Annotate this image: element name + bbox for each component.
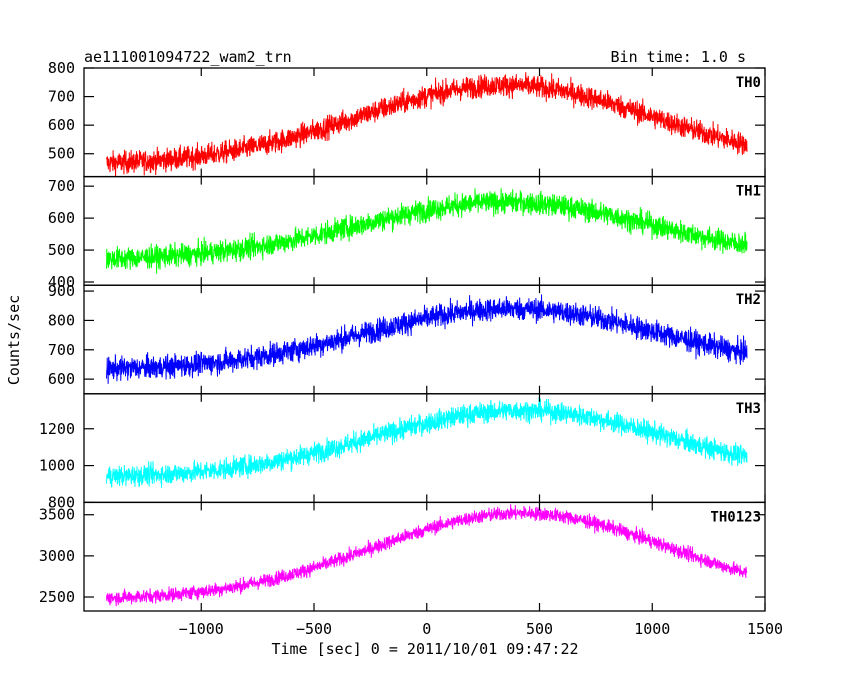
x-tick-label: 0 <box>422 620 431 638</box>
y-tick-label: 900 <box>48 282 75 300</box>
series-line-th1 <box>106 188 748 274</box>
y-tick-label: 2500 <box>39 588 75 606</box>
y-tick-label: 700 <box>48 341 75 359</box>
x-tick-label: 500 <box>526 620 553 638</box>
panel-label-th2: TH2 <box>736 292 761 308</box>
panel-label-th1: TH1 <box>736 184 761 200</box>
series-line-th0123 <box>106 504 748 607</box>
panel-label-th0: TH0 <box>736 75 761 91</box>
y-tick-label: 600 <box>48 370 75 388</box>
x-tick-label: 1500 <box>747 620 783 638</box>
y-tick-label: 400 <box>48 273 75 291</box>
y-tick-label: 3500 <box>39 506 75 524</box>
bin-time-label: Bin time: 1.0 s <box>611 48 746 66</box>
y-tick-label: 800 <box>48 493 75 511</box>
panel-frame-th0123 <box>83 501 766 612</box>
x-tick-label: 1000 <box>634 620 670 638</box>
y-tick-label: 700 <box>48 177 75 195</box>
panel-label-th0123: TH0123 <box>710 509 761 525</box>
x-tick-label: −1000 <box>179 620 224 638</box>
y-tick-label: 800 <box>48 59 75 77</box>
y-tick-label: 700 <box>48 88 75 106</box>
y-tick-label: 3000 <box>39 547 75 565</box>
series-line-th2 <box>106 294 748 384</box>
y-tick-label: 1000 <box>39 457 75 475</box>
y-tick-label: 500 <box>48 241 75 259</box>
chart-title: ae111001094722_wam2_trn <box>84 48 292 66</box>
y-axis-label: Counts/sec <box>5 295 23 385</box>
x-tick-label: −500 <box>296 620 332 638</box>
x-axis-label: Time [sec] 0 = 2011/10/01 09:47:22 <box>271 640 578 658</box>
panel-frame-th3 <box>83 393 766 504</box>
panel-label-th3: TH3 <box>736 401 761 417</box>
y-tick-label: 1200 <box>39 420 75 438</box>
y-tick-label: 600 <box>48 209 75 227</box>
series-line-th3 <box>106 396 748 488</box>
panel-frame-th2 <box>83 284 766 395</box>
panels-group: 500 600 700 800 TH0 400 500 600 700 TH1 600 700 800 9… <box>39 59 783 638</box>
y-tick-label: 800 <box>48 311 75 329</box>
series-line-th0 <box>106 72 748 177</box>
y-tick-label: 500 <box>48 145 75 163</box>
y-tick-label: 600 <box>48 116 75 134</box>
